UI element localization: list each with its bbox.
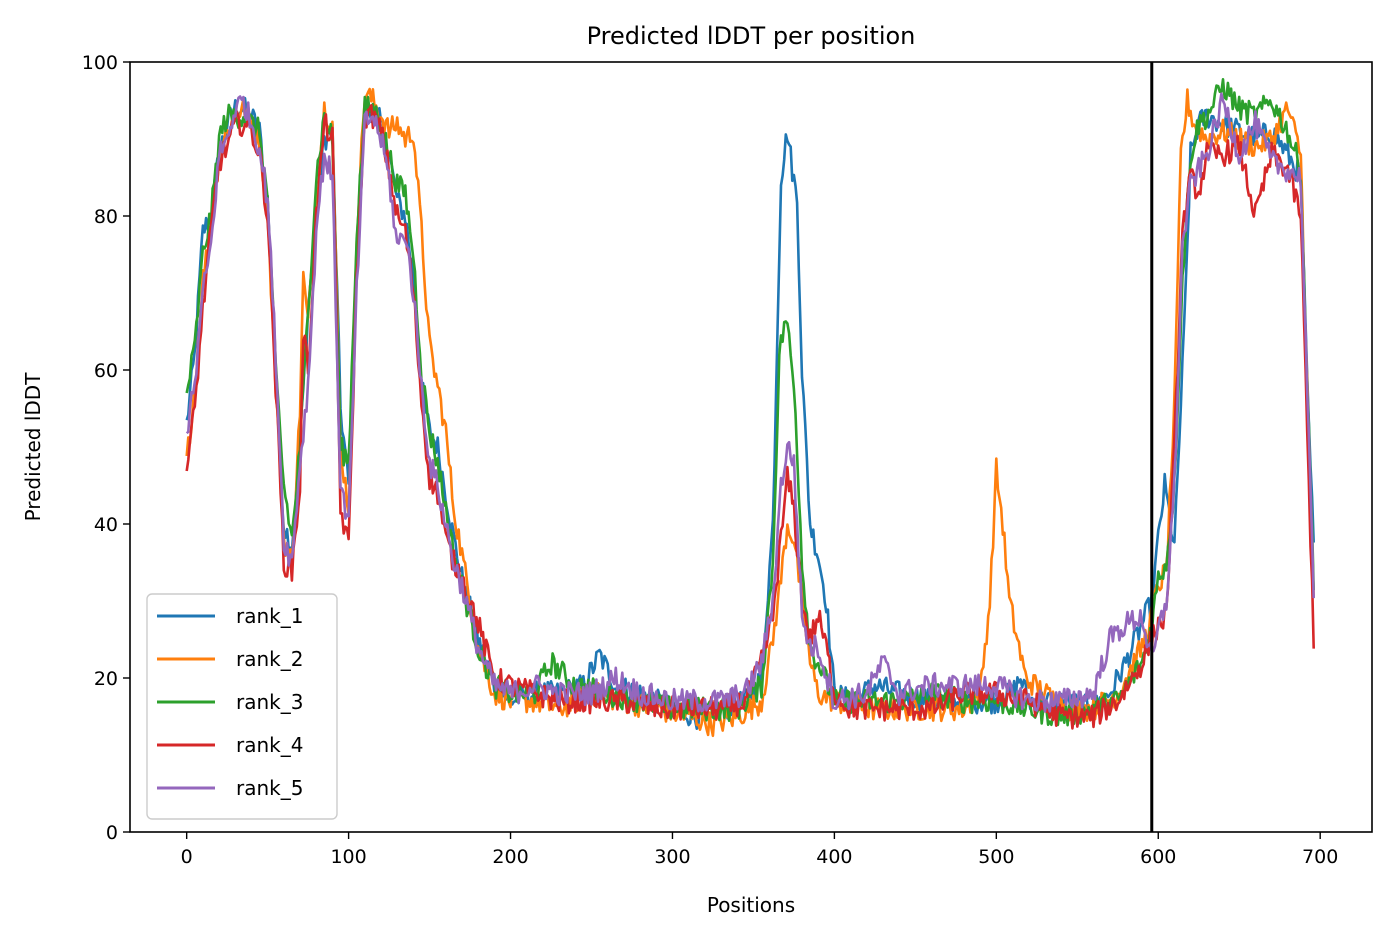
legend-label: rank_5 [236, 776, 303, 800]
x-tick-label: 400 [816, 846, 852, 868]
legend-label: rank_3 [236, 690, 303, 714]
legend-label: rank_2 [236, 647, 303, 671]
series-line-rank-2 [185, 87, 1315, 738]
y-tick-label: 40 [94, 514, 118, 536]
x-tick-label: 500 [978, 846, 1014, 868]
y-axis: 0 20 40 60 80 100 [82, 52, 130, 844]
y-tick-label: 80 [94, 206, 118, 228]
x-axis-label: Positions [707, 893, 795, 917]
x-tick-label: 700 [1302, 846, 1338, 868]
plot-area [185, 62, 1315, 832]
chart-title: Predicted lDDT per position [587, 22, 916, 50]
series-layer [185, 78, 1315, 738]
legend-label: rank_4 [236, 733, 303, 757]
x-tick-label: 200 [492, 846, 528, 868]
y-tick-label: 20 [94, 668, 118, 690]
legend-box [146, 593, 338, 820]
legend: rank_1 rank_2 rank_3 rank_4 rank_5 [146, 593, 338, 820]
x-tick-label: 600 [1140, 846, 1176, 868]
legend-label: rank_1 [236, 604, 303, 628]
plot-frame [129, 61, 1373, 833]
y-tick-label: 100 [82, 52, 118, 74]
series-line-rank-5 [185, 92, 1315, 713]
y-axis-label: Predicted lDDT [21, 372, 45, 522]
y-tick-label: 60 [94, 360, 118, 382]
x-tick-label: 300 [654, 846, 690, 868]
x-axis: 0 100 200 300 400 500 600 700 [181, 832, 1338, 868]
y-tick-label: 0 [106, 822, 118, 844]
x-tick-label: 100 [330, 846, 366, 868]
x-tick-label: 0 [181, 846, 193, 868]
